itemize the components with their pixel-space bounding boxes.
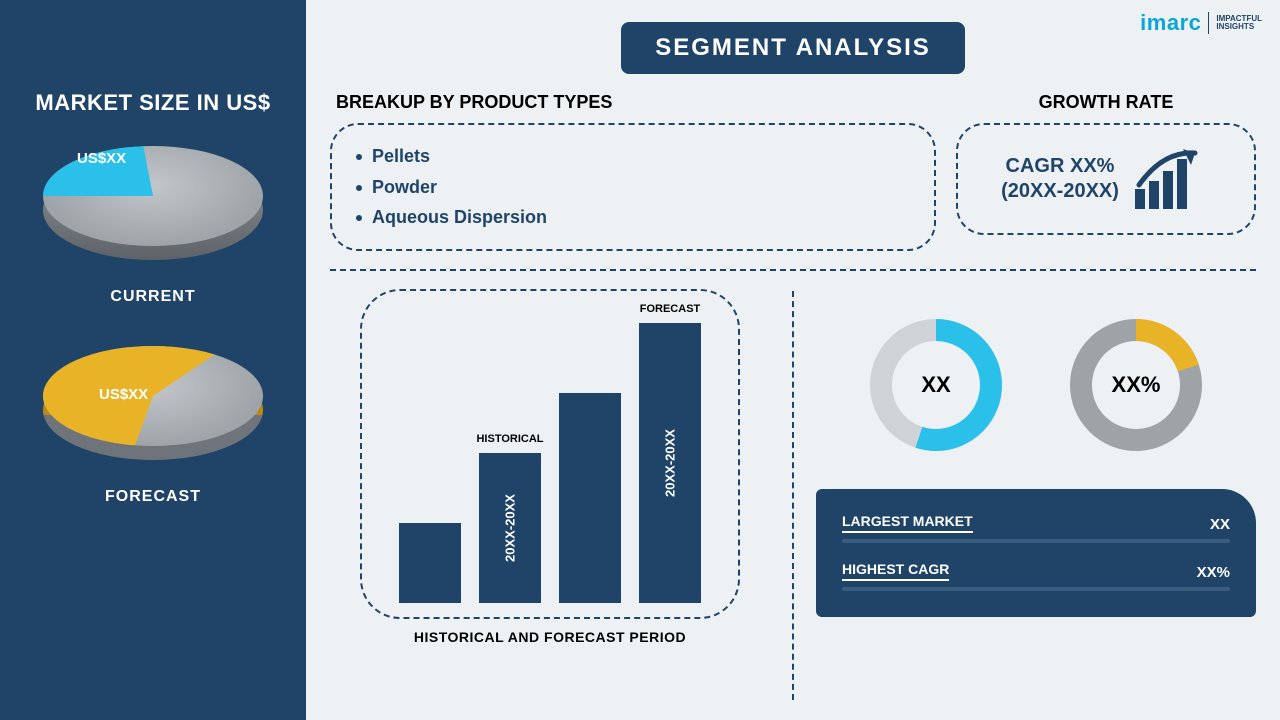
info-label-cagr: HIGHEST CAGR — [842, 561, 949, 581]
info-label-largest: LARGEST MARKET — [842, 513, 973, 533]
row-bottom: HISTORICAL 20XX-20XX FORECAST 20XX-20XX … — [306, 271, 1280, 720]
breakup-item: Aqueous Dispersion — [356, 202, 910, 233]
info-value-cagr: XX% — [1197, 564, 1230, 581]
breakup-heading: BREAKUP BY PRODUCT TYPES — [336, 92, 936, 113]
info-row-cagr: HIGHEST CAGR XX% — [842, 561, 1230, 591]
right-column: XX XX% LARGEST MARKET XX — [816, 285, 1256, 706]
bar-4-side-label: 20XX-20XX — [663, 429, 678, 497]
sidebar: MARKET SIZE IN US$ US$XX CURRENT US$XX F… — [0, 0, 306, 720]
bar-4-top-label: FORECAST — [640, 303, 701, 315]
pie-current: US$XX CURRENT — [43, 146, 263, 306]
donut-2: XX% — [1066, 315, 1206, 455]
donut-row: XX XX% — [816, 315, 1256, 455]
info-value-largest: XX — [1210, 516, 1230, 533]
bar-3 — [559, 393, 621, 603]
bar-2-top-label: HISTORICAL — [476, 433, 543, 445]
info-card: LARGEST MARKET XX HIGHEST CAGR XX% — [816, 489, 1256, 617]
info-bar-largest — [842, 539, 1230, 543]
pie-forecast-caption: FORECAST — [105, 488, 201, 506]
breakup-box: Pellets Powder Aqueous Dispersion — [330, 123, 936, 251]
growth-icon — [1133, 145, 1211, 213]
sidebar-heading: MARKET SIZE IN US$ — [35, 90, 270, 116]
page-title: SEGMENT ANALYSIS — [621, 22, 965, 74]
growth-text: CAGR XX% (20XX-20XX) — [1001, 154, 1119, 204]
breakup-section: BREAKUP BY PRODUCT TYPES Pellets Powder … — [330, 92, 936, 251]
bar-4: FORECAST 20XX-20XX — [639, 323, 701, 603]
row-top: BREAKUP BY PRODUCT TYPES Pellets Powder … — [306, 74, 1280, 251]
growth-section: GROWTH RATE CAGR XX% (20XX-20XX) — [956, 92, 1256, 251]
brand-logo: imarc IMPACTFULINSIGHTS — [1140, 10, 1262, 36]
donut-1: XX — [866, 315, 1006, 455]
bar-2-side-label: 20XX-20XX — [503, 494, 518, 562]
bar-2: HISTORICAL 20XX-20XX — [479, 453, 541, 603]
growth-box: CAGR XX% (20XX-20XX) — [956, 123, 1256, 235]
brand-tagline: IMPACTFULINSIGHTS — [1216, 15, 1262, 32]
breakup-list: Pellets Powder Aqueous Dispersion — [356, 141, 910, 233]
brand-divider — [1208, 12, 1209, 34]
info-row-largest: LARGEST MARKET XX — [842, 513, 1230, 543]
donut-1-value: XX — [866, 315, 1006, 455]
bar-1 — [399, 523, 461, 603]
root: MARKET SIZE IN US$ US$XX CURRENT US$XX F… — [0, 0, 1280, 720]
growth-heading: GROWTH RATE — [956, 92, 1256, 113]
breakup-item: Powder — [356, 172, 910, 203]
bar-chart-caption: HISTORICAL AND FORECAST PERIOD — [414, 629, 686, 645]
bar-chart-section: HISTORICAL 20XX-20XX FORECAST 20XX-20XX … — [330, 285, 770, 706]
pie-forecast-value: US$XX — [99, 386, 148, 403]
brand-name: imarc — [1140, 10, 1201, 36]
main-panel: imarc IMPACTFULINSIGHTS SEGMENT ANALYSIS… — [306, 0, 1280, 720]
pie-forecast: US$XX FORECAST — [43, 346, 263, 506]
breakup-item: Pellets — [356, 141, 910, 172]
pie-current-value: US$XX — [77, 150, 126, 167]
vertical-divider — [792, 291, 794, 700]
info-bar-cagr — [842, 587, 1230, 591]
pie-current-caption: CURRENT — [110, 288, 195, 306]
pie-current-chart: US$XX — [43, 146, 263, 266]
bar-chart: HISTORICAL 20XX-20XX FORECAST 20XX-20XX — [360, 289, 740, 619]
donut-2-value: XX% — [1066, 315, 1206, 455]
pie-forecast-chart: US$XX — [43, 346, 263, 466]
